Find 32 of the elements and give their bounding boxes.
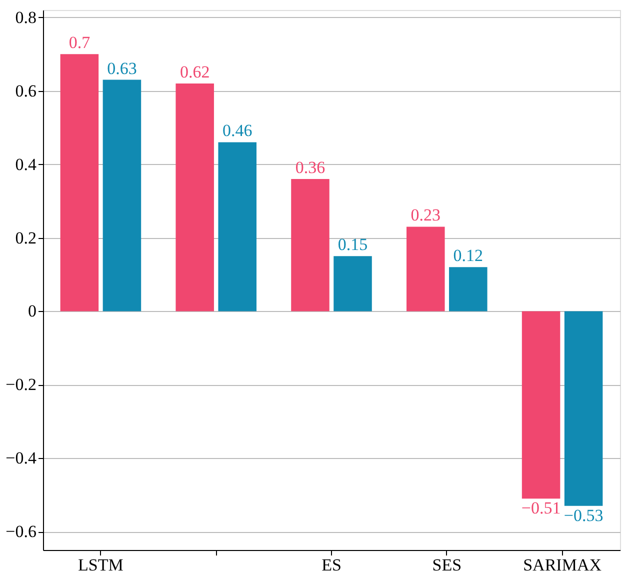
bar: [60, 54, 99, 312]
y-tick-label: 0.6: [15, 81, 36, 100]
data-label: 0.63: [107, 58, 137, 78]
bar: [334, 256, 372, 312]
bar: [522, 311, 560, 499]
x-tick-label: SARIMAX: [523, 556, 602, 574]
y-tick-label: 0.2: [15, 228, 36, 248]
data-label: 0.7: [68, 33, 91, 52]
data-label: 0.36: [295, 158, 326, 177]
y-tick-label: 0.4: [15, 154, 37, 174]
bar: [291, 178, 330, 312]
bar: [176, 83, 214, 312]
x-tick-label: LSTM: [78, 556, 124, 574]
y-tick-label: 0.8: [15, 8, 36, 27]
data-label: 0.62: [180, 62, 210, 82]
y-tick-label: −0.6: [6, 522, 36, 542]
data-label: 0.12: [453, 246, 484, 266]
data-label: −0.51: [521, 498, 561, 518]
bar: [218, 142, 256, 312]
bar: [406, 226, 445, 312]
data-label: 0.15: [338, 235, 368, 254]
bar: [102, 80, 142, 312]
data-label: 0.23: [410, 206, 441, 225]
y-tick-label: 0: [28, 302, 36, 321]
data-label: 0.46: [222, 121, 252, 140]
data-label: −0.53: [564, 506, 604, 525]
bar: [449, 267, 488, 312]
x-tick-label: SES: [432, 556, 462, 574]
y-tick-label: −0.2: [6, 375, 36, 394]
bar: [564, 311, 603, 506]
x-tick-label: ES: [322, 556, 342, 574]
y-tick-label: −0.4: [6, 448, 37, 468]
